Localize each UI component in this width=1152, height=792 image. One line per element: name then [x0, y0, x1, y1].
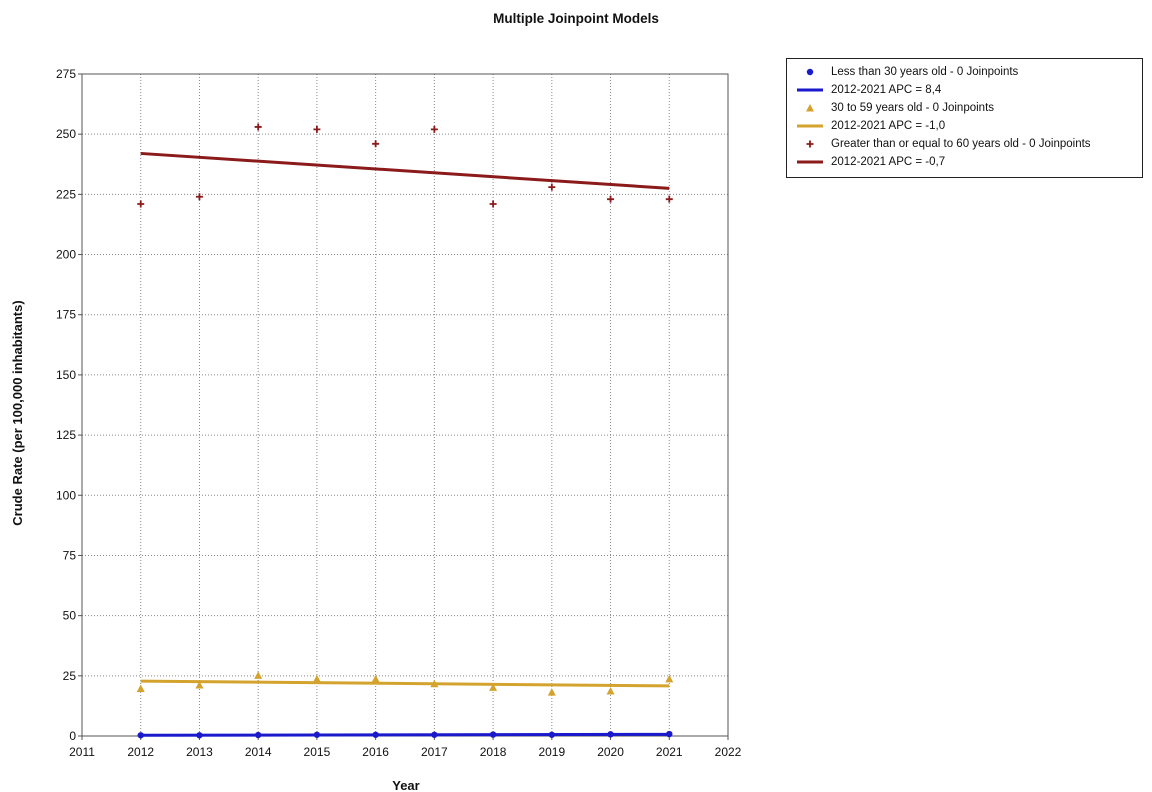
data-point	[548, 731, 556, 738]
data-point	[372, 140, 380, 148]
y-tick-label: 225	[56, 187, 76, 201]
x-tick-label: 2019	[538, 745, 565, 759]
line-swatch-icon	[793, 120, 827, 132]
legend-label: 2012-2021 APC = -1,0	[831, 120, 946, 132]
data-point	[195, 680, 204, 689]
line-swatch-icon	[793, 156, 827, 168]
x-tick-label: 2016	[362, 745, 389, 759]
legend-entry: 2012-2021 APC = 8,4	[793, 81, 1136, 99]
legend-entry: 2012-2021 APC = -1,0	[793, 117, 1136, 135]
legend: Less than 30 years old - 0 Joinpoints 20…	[786, 58, 1143, 178]
data-point	[548, 183, 556, 191]
data-point	[137, 200, 145, 208]
data-point	[136, 684, 145, 693]
data-point	[665, 195, 673, 203]
x-tick-label: 2022	[715, 745, 742, 759]
x-tick-label: 2020	[597, 745, 624, 759]
x-tick-label: 2012	[127, 745, 154, 759]
plus-marker-icon	[793, 138, 827, 150]
y-tick-label: 50	[63, 609, 77, 623]
data-point	[196, 732, 203, 739]
legend-entry: 2012-2021 APC = -0,7	[793, 153, 1136, 171]
x-tick-label: 2017	[421, 745, 448, 759]
data-point	[371, 674, 380, 683]
line-swatch-icon	[793, 84, 827, 96]
data-point	[195, 193, 203, 201]
y-tick-label: 275	[56, 67, 76, 81]
y-tick-label: 250	[56, 127, 76, 141]
data-point	[254, 731, 262, 739]
chart-title: Multiple Joinpoint Models	[493, 11, 659, 26]
data-point	[312, 674, 321, 683]
circle-marker-icon	[793, 66, 827, 78]
legend-label: Less than 30 years old - 0 Joinpoints	[831, 66, 1019, 78]
x-tick-label: 2011	[69, 745, 95, 759]
data-point	[666, 730, 673, 738]
y-tick-label: 200	[56, 248, 76, 262]
y-tick-label: 175	[56, 308, 76, 322]
legend-entry: Greater than or equal to 60 years old - …	[793, 135, 1136, 153]
data-point	[372, 731, 379, 738]
y-tick-label: 150	[56, 368, 76, 382]
x-axis-title: Year	[392, 778, 419, 792]
fit-line	[140, 732, 670, 737]
x-tick-label: 2018	[480, 745, 507, 759]
legend-label: 2012-2021 APC = -0,7	[831, 156, 946, 168]
legend-entry: 30 to 59 years old - 0 Joinpoints	[793, 99, 1136, 117]
data-point	[489, 200, 497, 208]
data-point	[313, 731, 321, 738]
fit-line	[140, 151, 670, 190]
triangle-marker-icon	[793, 102, 827, 114]
data-point	[665, 674, 674, 683]
plot-frame	[81, 73, 729, 737]
data-point	[430, 125, 438, 133]
y-tick-label: 0	[69, 729, 76, 743]
data-point	[137, 732, 144, 739]
data-point	[313, 125, 321, 133]
data-point	[254, 671, 263, 679]
data-point	[547, 688, 556, 696]
data-point	[489, 683, 498, 691]
legend-entry: Less than 30 years old - 0 Joinpoints	[793, 63, 1136, 81]
data-point	[489, 731, 497, 738]
data-point	[254, 123, 262, 131]
legend-label: Greater than or equal to 60 years old - …	[831, 138, 1091, 150]
y-axis-title: Crude Rate (per 100,000 inhabitants)	[10, 300, 25, 525]
data-point	[430, 679, 439, 688]
x-tick-label: 2013	[186, 745, 213, 759]
data-point	[607, 731, 614, 738]
x-tick-label: 2021	[656, 745, 683, 759]
x-tick-label: 2015	[304, 745, 331, 759]
y-tick-label: 125	[56, 428, 76, 442]
data-point	[606, 686, 615, 695]
data-point	[431, 731, 438, 738]
y-tick-label: 75	[63, 548, 77, 562]
y-tick-label: 25	[63, 669, 77, 683]
y-tick-label: 100	[56, 488, 76, 502]
data-point	[607, 195, 615, 203]
x-tick-label: 2014	[245, 745, 272, 759]
fit-line	[140, 679, 670, 688]
legend-label: 2012-2021 APC = 8,4	[831, 84, 942, 96]
legend-label: 30 to 59 years old - 0 Joinpoints	[831, 102, 995, 114]
